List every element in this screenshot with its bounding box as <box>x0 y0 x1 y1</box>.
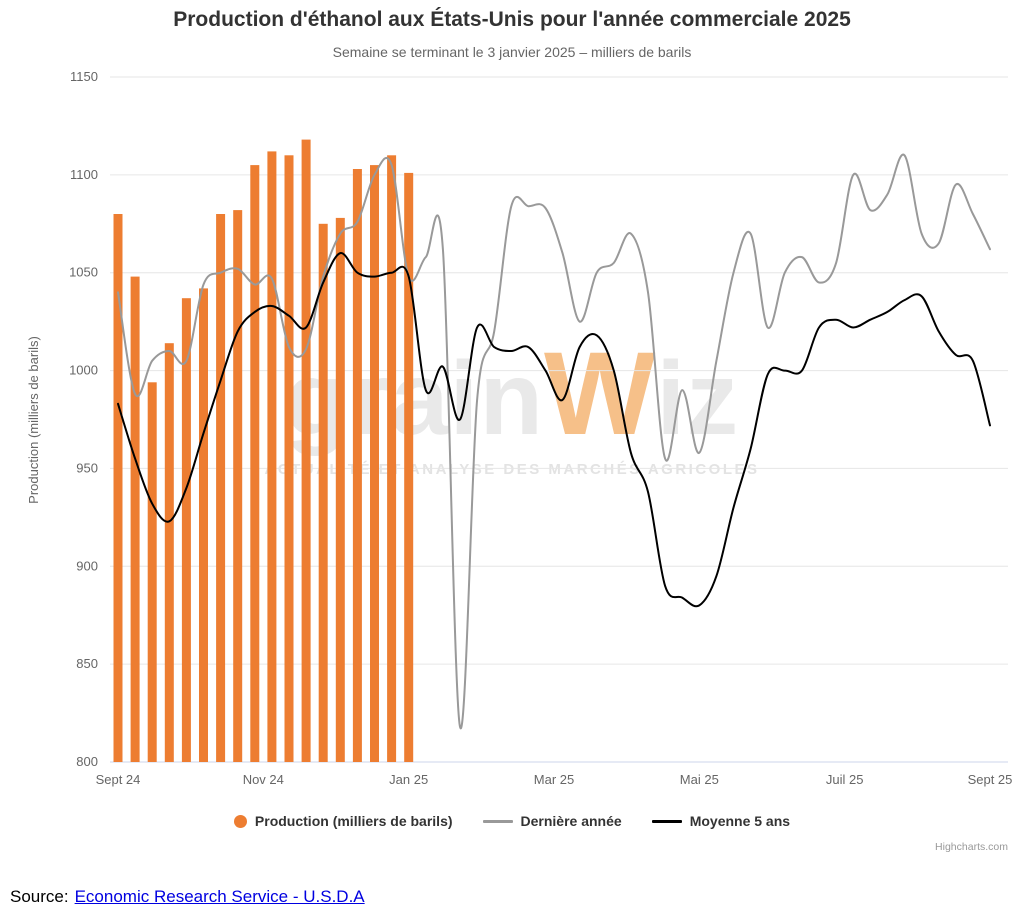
production-bar[interactable] <box>250 165 260 763</box>
source-link[interactable]: Economic Research Service - U.S.D.A <box>74 887 365 906</box>
y-tick-label: 950 <box>76 460 98 475</box>
chart-plot-area: 800 850 900 950 1000 1050 1100 1150 Sept 24 Nov 2… <box>26 69 1012 787</box>
production-bar[interactable] <box>352 169 362 762</box>
legend-item-moyenne-5-ans[interactable]: Moyenne 5 ans <box>651 813 791 829</box>
x-tick-label: Sept 24 <box>96 772 141 787</box>
x-tick-label: Nov 24 <box>243 772 284 787</box>
y-tick-label: 1000 <box>69 363 98 378</box>
y-tick-label: 1150 <box>70 69 98 84</box>
y-tick-label: 800 <box>76 754 98 769</box>
y-axis-title: Production (milliers de barils) <box>26 336 41 504</box>
production-bar[interactable] <box>199 288 208 762</box>
grid-and-axes: 800 850 900 950 1000 1050 1100 1150 Sept 24 Nov 2… <box>26 69 1012 787</box>
derniere-annee-line[interactable] <box>117 153 991 730</box>
x-tick-label: Jan 25 <box>389 772 428 787</box>
y-tick-label: 900 <box>76 558 98 573</box>
production-bar[interactable] <box>147 382 157 762</box>
legend: Production (milliers de barils) Dernière… <box>0 813 1024 829</box>
legend-label-moyenne-5-ans: Moyenne 5 ans <box>689 813 791 829</box>
y-tick-label: 1100 <box>70 167 98 182</box>
x-tick-label: Mai 25 <box>680 772 719 787</box>
production-bar[interactable] <box>164 343 174 762</box>
production-bar[interactable] <box>181 298 191 762</box>
highcharts-credit-link[interactable]: Highcharts.com <box>935 841 1008 853</box>
legend-label-production: Production (milliers de barils) <box>254 813 453 829</box>
x-tick-label: Sept 25 <box>968 772 1013 787</box>
production-bar[interactable] <box>318 223 328 763</box>
moyenne-5-ans-line[interactable] <box>117 252 991 608</box>
source-line: Source: Economic Research Service - U.S.D… <box>10 887 365 907</box>
production-marker-icon <box>233 814 247 828</box>
last-year-line-icon <box>482 819 513 823</box>
x-tick-label: Juil 25 <box>826 772 864 787</box>
watermark-text-grain: grain <box>284 341 544 457</box>
five-year-average-line-icon <box>651 819 682 823</box>
production-bar[interactable] <box>267 151 277 762</box>
grainwiz-logo: grainWiz <box>264 335 759 453</box>
y-tick-label: 850 <box>76 656 98 671</box>
production-bar[interactable] <box>233 210 243 763</box>
production-bar[interactable] <box>216 214 226 762</box>
chart-subtitle: Semaine se terminant le 3 janvier 2025 –… <box>332 44 692 60</box>
production-bar[interactable] <box>130 276 140 762</box>
production-bar[interactable] <box>284 155 294 763</box>
production-bars <box>113 139 414 763</box>
watermark-text-iz: iz <box>656 341 740 457</box>
y-tick-label: 1050 <box>69 265 98 280</box>
production-bar[interactable] <box>335 217 345 762</box>
production-bar[interactable] <box>387 155 397 763</box>
chart-title: Production d'éthanol aux États-Unis pour… <box>173 8 851 31</box>
source-label: Source: <box>10 887 69 906</box>
production-bar[interactable] <box>301 139 311 763</box>
legend-item-production[interactable]: Production (milliers de barils) <box>233 813 453 829</box>
wheat-w-icon: W <box>543 328 657 460</box>
production-bar[interactable] <box>370 165 379 763</box>
legend-label-derniere-annee: Dernière année <box>520 813 622 829</box>
x-tick-label: Mar 25 <box>534 772 574 787</box>
production-bar[interactable] <box>113 214 123 762</box>
legend-item-derniere-annee[interactable]: Dernière année <box>482 813 622 829</box>
production-bar[interactable] <box>404 172 414 762</box>
